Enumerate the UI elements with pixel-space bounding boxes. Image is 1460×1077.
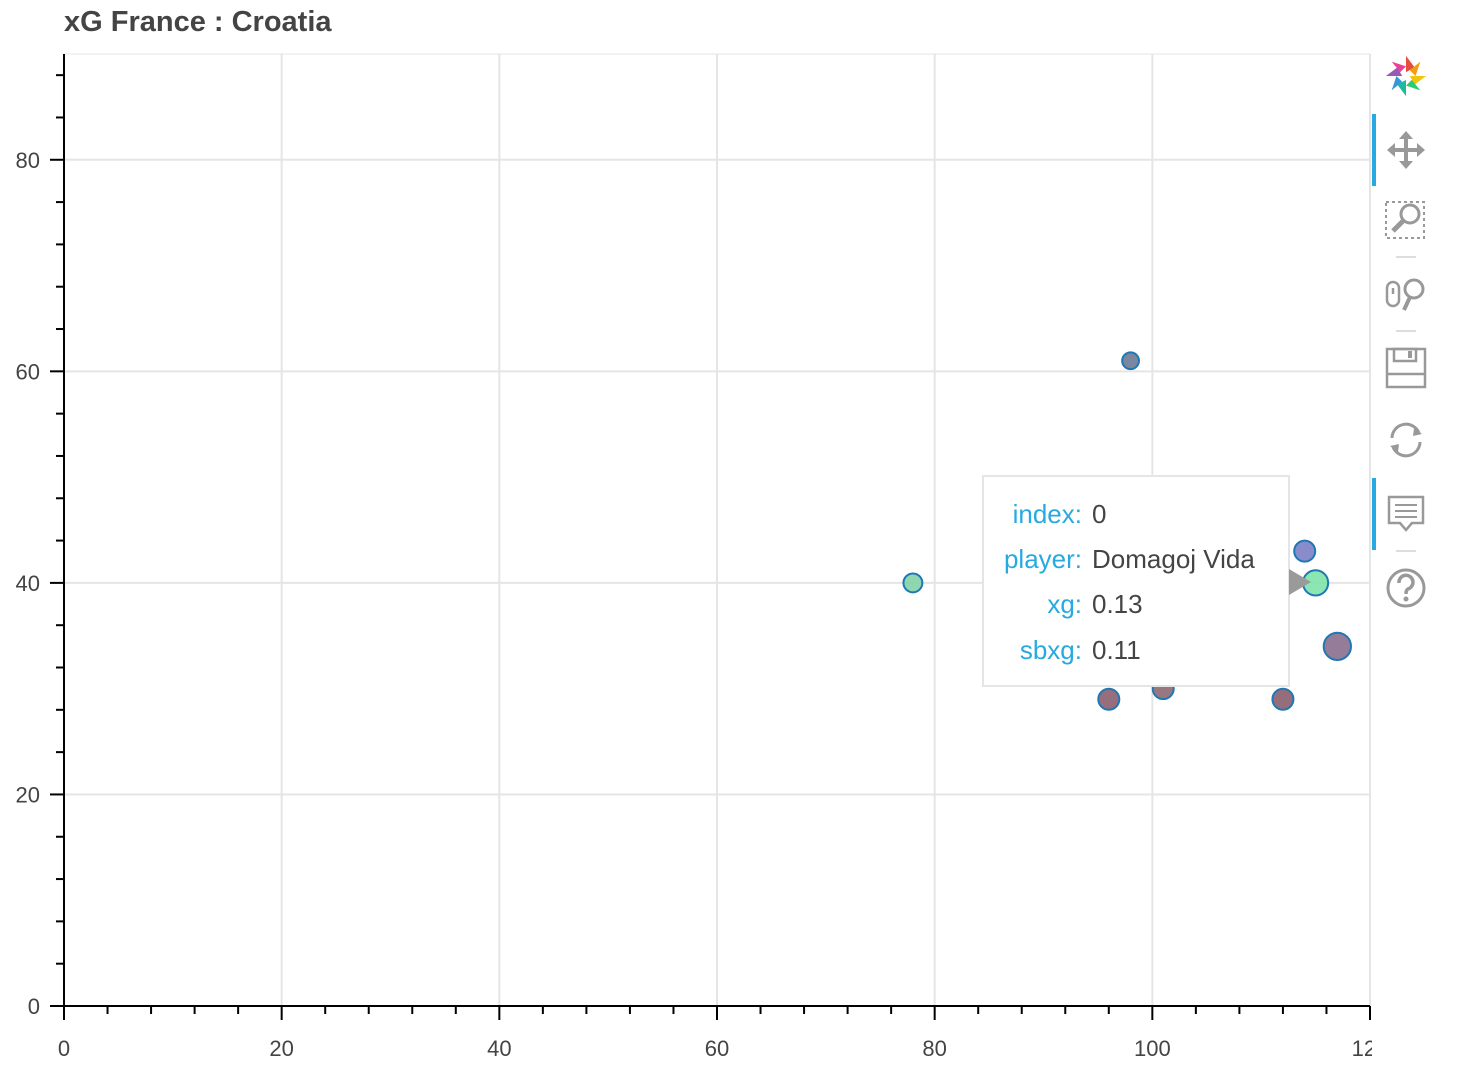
tooltip-row-xg: xg: 0.13 [984,589,1288,623]
x-tick-label: 0 [58,1036,70,1061]
toolbar-separator [1396,330,1416,332]
toolbar-separator [1396,550,1416,552]
reset-icon[interactable] [1384,418,1428,462]
save-icon[interactable] [1384,346,1428,390]
x-tick-labels: 0 20 40 60 80 100 120 [58,1036,1372,1061]
y-tick-label: 0 [28,994,40,1019]
x-tick-label: 60 [705,1036,729,1061]
data-point[interactable] [1322,631,1352,662]
data-point[interactable] [1097,687,1121,711]
tooltip-row-sbxg: sbxg: 0.11 [984,635,1288,669]
y-tick-label: 60 [16,359,40,384]
hover-icon[interactable] [1372,478,1428,550]
toolbar [1372,50,1452,650]
bokeh-logo-icon[interactable] [1384,54,1428,98]
tooltip-key: index: [1012,499,1082,529]
toolbar-separator [1396,256,1416,258]
chart-title: xG France : Croatia [64,6,332,38]
tooltip-value: Domagoj Vida [1092,544,1255,574]
x-tick-label: 120 [1352,1036,1372,1061]
tooltip-key: sbxg: [1019,635,1082,665]
tooltip-key: xg: [1047,589,1082,619]
help-icon[interactable] [1384,566,1428,610]
tooltip-value: 0.11 [1092,635,1141,665]
wheel-zoom-icon[interactable] [1384,272,1428,316]
y-tick-label: 20 [16,782,40,807]
tooltip-value: 0.13 [1092,589,1143,619]
y-tick-label: 40 [16,571,40,596]
tooltip-row-index: index: 0 [984,499,1288,533]
x-tick-label: 80 [922,1036,946,1061]
box-zoom-icon[interactable] [1384,198,1428,242]
data-point[interactable] [1271,687,1295,711]
tooltip-row-player: player: Domagoj Vida [984,544,1288,578]
tooltip-pointer [1289,569,1311,595]
x-tick-label: 40 [487,1036,511,1061]
data-point[interactable] [1293,539,1317,563]
tooltip-key: player: [1003,544,1082,574]
x-tick-label: 20 [269,1036,293,1061]
data-point[interactable] [1121,351,1140,371]
hover-tooltip: index: 0 player: Domagoj Vida xg: 0.13 s… [982,475,1290,687]
pan-icon[interactable] [1372,114,1428,186]
x-tick-label: 100 [1134,1036,1171,1061]
tooltip-value: 0 [1092,499,1107,529]
y-tick-labels: 0 20 40 60 80 [16,148,40,1019]
axes [50,54,1371,1020]
scatter-plot[interactable]: 0 20 40 60 80 100 120 0 20 40 60 80 [0,0,1372,1077]
y-tick-label: 80 [16,148,40,173]
data-point[interactable] [902,572,924,594]
